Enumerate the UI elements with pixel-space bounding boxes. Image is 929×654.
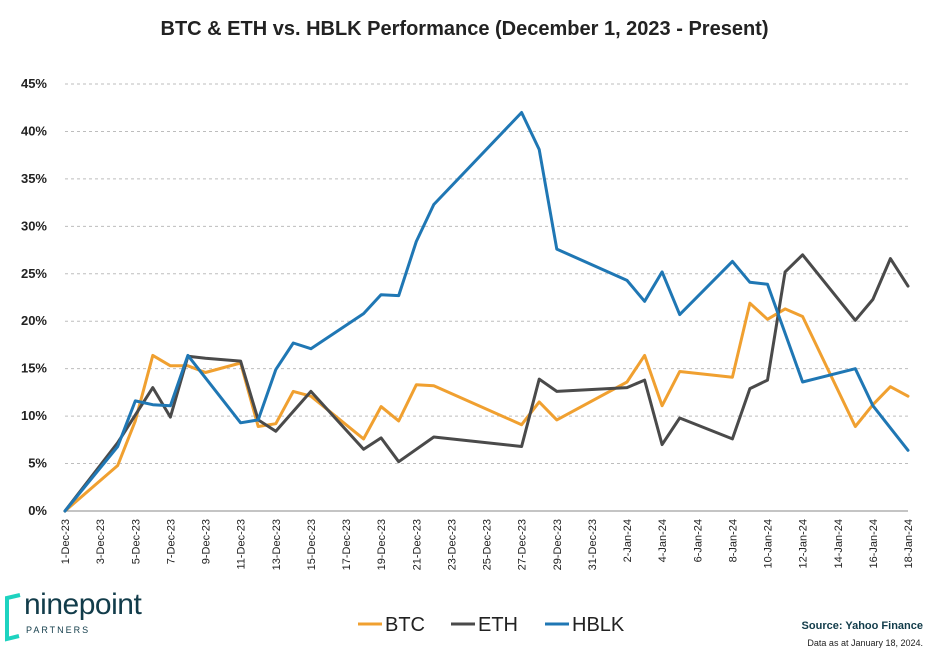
y-tick-label: 25% [21, 266, 47, 281]
x-tick-label: 3-Dec-23 [95, 519, 107, 564]
x-tick-label: 13-Dec-23 [271, 519, 283, 570]
logo-wordmark: ninepoint [24, 588, 142, 621]
ninepoint-logo: ninepoint PARTNERS [4, 588, 154, 650]
x-tick-label: 9-Dec-23 [201, 519, 213, 564]
x-tick-label: 2-Jan-24 [622, 519, 634, 562]
y-tick-label: 20% [21, 313, 47, 328]
y-tick-label: 35% [21, 171, 47, 186]
series-line-btc [63, 301, 910, 513]
logo-bracket-icon [5, 593, 21, 642]
y-axis-ticks: 0% 5% 10% 15% 20% 25% 30% 35% 40% 45% [21, 76, 47, 518]
legend-label-eth: ETH [478, 614, 518, 636]
x-tick-label: 27-Dec-23 [517, 519, 529, 570]
x-tick-label: 1-Dec-23 [60, 519, 72, 564]
y-tick-label: 10% [21, 408, 47, 423]
logo-subtitle: PARTNERS [26, 625, 91, 635]
source-note: Source: Yahoo Finance [801, 620, 923, 632]
series-line-eth [63, 253, 910, 513]
y-tick-label: 0% [28, 503, 47, 518]
x-tick-label: 17-Dec-23 [341, 519, 353, 570]
x-tick-label: 15-Dec-23 [306, 519, 318, 570]
grid-lines [65, 83, 908, 512]
x-tick-label: 21-Dec-23 [411, 519, 423, 570]
x-tick-label: 7-Dec-23 [165, 519, 177, 564]
y-tick-label: 5% [28, 456, 47, 471]
x-tick-label: 18-Jan-24 [903, 519, 915, 569]
legend-label-btc: BTC [385, 614, 425, 636]
x-tick-label: 5-Dec-23 [130, 519, 142, 564]
x-tick-label: 23-Dec-23 [446, 519, 458, 570]
x-tick-label: 8-Jan-24 [727, 519, 739, 562]
x-tick-label: 6-Jan-24 [692, 519, 704, 562]
y-tick-label: 30% [21, 218, 47, 233]
x-tick-label: 11-Dec-23 [236, 519, 248, 570]
x-tick-label: 12-Jan-24 [798, 519, 810, 569]
data-as-of-note: Data as at January 18, 2024. [807, 638, 923, 648]
x-tick-label: 29-Dec-23 [552, 519, 564, 570]
series-lines [63, 111, 910, 513]
y-tick-label: 45% [21, 76, 47, 91]
chart-title: BTC & ETH vs. HBLK Performance (December… [160, 18, 769, 40]
x-tick-label: 4-Jan-24 [657, 519, 669, 562]
x-tick-label: 10-Jan-24 [763, 519, 775, 569]
x-tick-label: 16-Jan-24 [868, 519, 880, 569]
x-tick-label: 19-Dec-23 [376, 519, 388, 570]
x-tick-label: 14-Jan-24 [833, 519, 845, 569]
legend: BTC ETH HBLK [358, 614, 625, 636]
legend-label-hblk: HBLK [572, 614, 625, 636]
y-tick-label: 40% [21, 123, 47, 138]
x-axis-ticks: 1-Dec-23 3-Dec-23 5-Dec-23 7-Dec-23 9-Dec-23… [60, 519, 915, 570]
x-tick-label: 25-Dec-23 [482, 519, 494, 570]
x-tick-label: 31-Dec-23 [587, 519, 599, 570]
y-tick-label: 15% [21, 361, 47, 376]
series-line-hblk [63, 111, 910, 513]
